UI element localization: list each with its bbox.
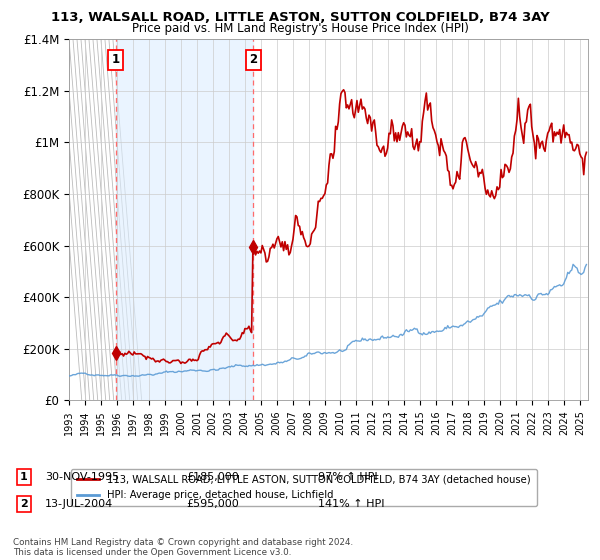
Legend: 113, WALSALL ROAD, LITTLE ASTON, SUTTON COLDFIELD, B74 3AY (detached house), HPI: 113, WALSALL ROAD, LITTLE ASTON, SUTTON … — [71, 469, 537, 506]
Text: 30-NOV-1995: 30-NOV-1995 — [45, 472, 119, 482]
Text: Price paid vs. HM Land Registry's House Price Index (HPI): Price paid vs. HM Land Registry's House … — [131, 22, 469, 35]
Text: 2: 2 — [20, 499, 28, 509]
Text: 113, WALSALL ROAD, LITTLE ASTON, SUTTON COLDFIELD, B74 3AY: 113, WALSALL ROAD, LITTLE ASTON, SUTTON … — [50, 11, 550, 24]
Text: £185,000: £185,000 — [186, 472, 239, 482]
Text: 97% ↑ HPI: 97% ↑ HPI — [318, 472, 377, 482]
Text: 13-JUL-2004: 13-JUL-2004 — [45, 499, 113, 509]
Text: Contains HM Land Registry data © Crown copyright and database right 2024.
This d: Contains HM Land Registry data © Crown c… — [13, 538, 353, 557]
Text: 1: 1 — [112, 53, 119, 66]
Text: 1: 1 — [20, 472, 28, 482]
Text: £595,000: £595,000 — [186, 499, 239, 509]
Bar — [116, 39, 253, 400]
Text: 2: 2 — [249, 53, 257, 66]
Text: 141% ↑ HPI: 141% ↑ HPI — [318, 499, 385, 509]
